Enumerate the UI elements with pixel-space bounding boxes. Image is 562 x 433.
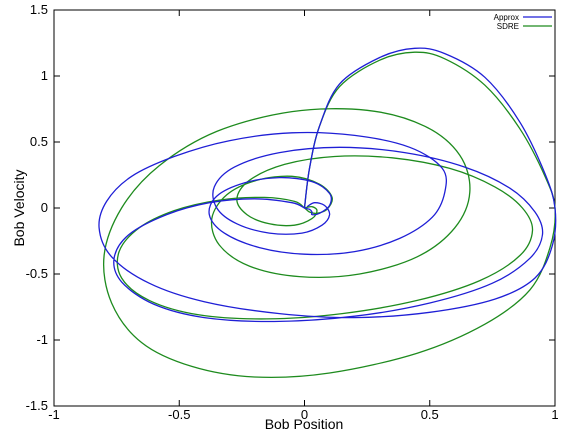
series-layer: [99, 48, 556, 377]
legend-label-sdre: SDRE: [497, 22, 519, 31]
x-tick-label: -0.5: [168, 407, 190, 422]
axis-tick-labels: -1 -0.5 0 0.5 1-1.5-1-0.500.511.5: [26, 2, 559, 422]
x-axis-label: Bob Position: [265, 416, 344, 432]
y-tick-label: 0: [41, 200, 48, 215]
series-line-approx: [99, 48, 556, 321]
y-tick-label: 1: [41, 68, 48, 83]
y-tick-label: 0.5: [30, 134, 48, 149]
y-axis-label: Bob Velocity: [11, 169, 27, 246]
x-tick-label: 1: [551, 407, 558, 422]
y-tick-label: 1.5: [30, 2, 48, 17]
y-tick-label: -1: [36, 332, 48, 347]
y-tick-label: -0.5: [26, 266, 48, 281]
x-tick-label: -1: [48, 407, 60, 422]
x-tick-label: 0.5: [421, 407, 439, 422]
legend-label-approx: Approx: [494, 13, 519, 22]
y-tick-label: -1.5: [26, 398, 48, 413]
